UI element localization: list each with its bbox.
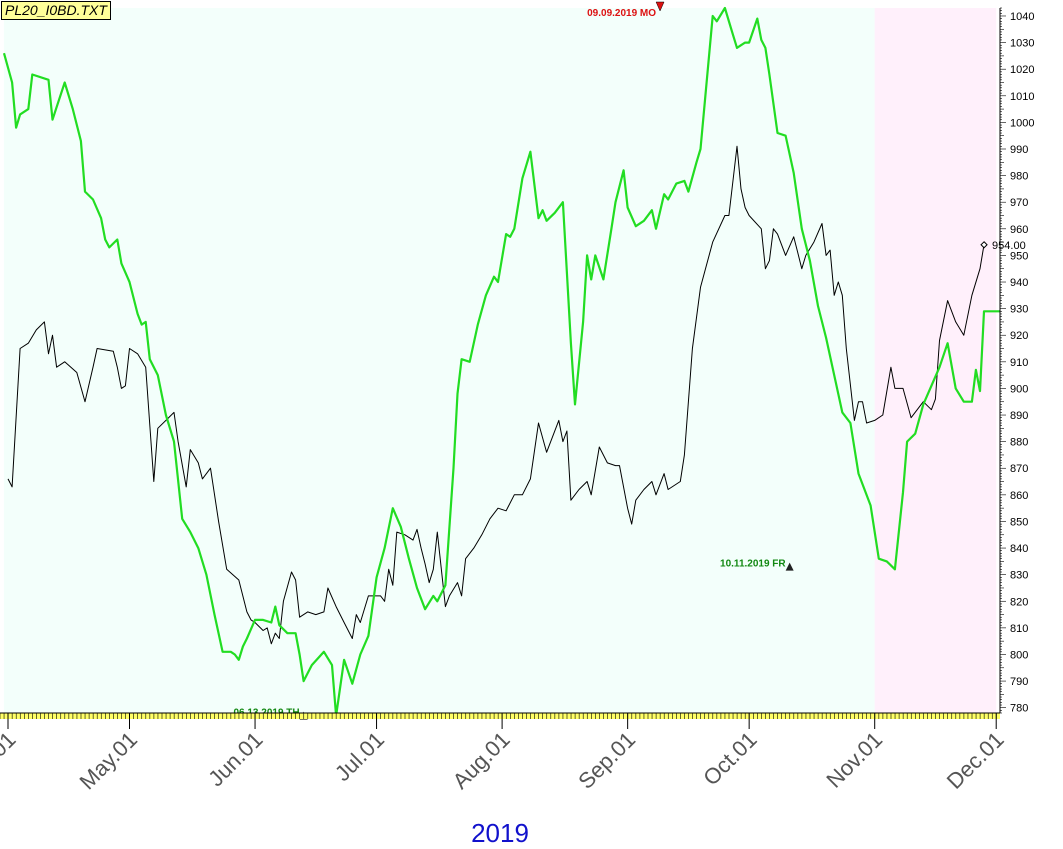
x-tick-label: Jul.01 <box>330 727 389 786</box>
x-tick-label: May.01 <box>74 727 142 795</box>
file-name-label: PL20_I0BD.TXT <box>1 1 111 20</box>
y-tick-label: 800 <box>1010 649 1028 661</box>
x-axis: Apr.01 May.01 Jun.01 Jul.01 Aug.01 Sep.01 Oct.… <box>0 712 1009 795</box>
y-tick-label: 920 <box>1010 330 1028 342</box>
x-tick-label: Oct.01 <box>698 727 762 791</box>
y-tick-label: 930 <box>1010 304 1028 316</box>
y-tick-label: 1020 <box>1010 64 1034 76</box>
y-tick-label: 870 <box>1010 463 1028 475</box>
y-tick-label: 820 <box>1010 596 1028 608</box>
y-tick-label: 940 <box>1010 277 1028 289</box>
x-tick-label: Jun.01 <box>203 727 267 791</box>
y-tick-label: 790 <box>1010 676 1028 688</box>
shaded-region-0 <box>3 8 875 713</box>
y-tick-label: 990 <box>1010 144 1028 156</box>
y-axis: 780 790 800 810 820 830 840 850 860 870 880 890 900 9… <box>999 7 1034 715</box>
year-label: 2019 <box>471 818 529 848</box>
y-tick-label: 970 <box>1010 197 1028 209</box>
y-tick-label: 980 <box>1010 171 1028 183</box>
y-tick-label: 840 <box>1010 543 1028 555</box>
y-tick-label: 880 <box>1010 437 1028 449</box>
x-tick-label: Dec.01 <box>942 727 1009 794</box>
series-line-0 <box>7 145 985 645</box>
y-tick-label: 1030 <box>1010 38 1034 50</box>
y-tick-label: 950 <box>1010 250 1028 262</box>
y-tick-label: 860 <box>1010 490 1028 502</box>
y-tick-label: 910 <box>1010 357 1028 369</box>
y-tick-label: 850 <box>1010 516 1028 528</box>
y-tick-label: 780 <box>1010 703 1028 715</box>
x-tick-label: Nov.01 <box>821 727 887 793</box>
y-tick-label: 890 <box>1010 410 1028 422</box>
y-tick-label: 1010 <box>1010 91 1034 103</box>
y-tick-label: 810 <box>1010 623 1028 635</box>
series-line-1 <box>2 6 1000 717</box>
current-value-marker <box>980 241 988 249</box>
x-tick-label: Sep.01 <box>573 727 640 794</box>
x-tick-label: Apr.01 <box>0 727 21 790</box>
x-axis-ruler <box>0 713 1000 719</box>
x-tick-label: Aug.01 <box>448 727 515 794</box>
annotation-label-0: 09.09.2019 MO <box>587 8 656 19</box>
annotation-label-2: 10.11.2019 FR <box>720 559 786 570</box>
annotation-marker-0 <box>655 1 665 12</box>
annotation-marker-2 <box>785 562 794 571</box>
y-tick-label: 1000 <box>1010 117 1034 129</box>
shaded-region-1 <box>874 8 997 713</box>
y-tick-label: 960 <box>1010 224 1028 236</box>
y-tick-label: 900 <box>1010 383 1028 395</box>
y-tick-label: 1040 <box>1010 11 1034 23</box>
y-tick-label: 830 <box>1010 570 1028 582</box>
